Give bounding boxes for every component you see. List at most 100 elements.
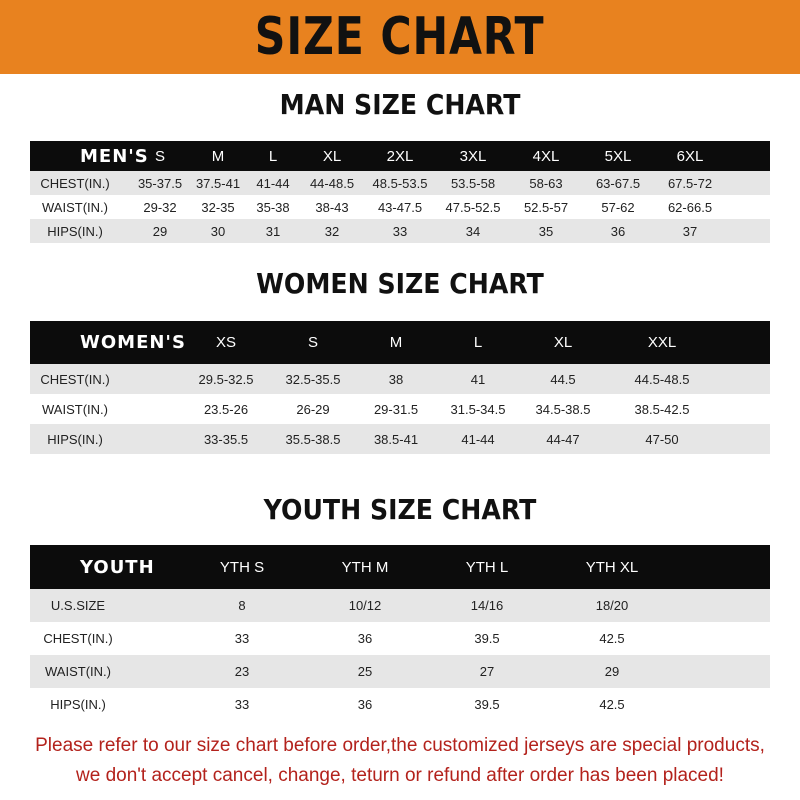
table-cell: 39.5 (474, 697, 500, 712)
table-cell: 2XL (386, 147, 414, 165)
table-cell: 30 (210, 223, 226, 239)
table-cell: 36 (357, 697, 373, 712)
table-cell: 31.5-34.5 (450, 401, 506, 417)
table-cell: 23 (234, 664, 250, 679)
table-cell: 32-35 (201, 199, 235, 215)
table-cell: 26-29 (296, 401, 330, 417)
table-cell: L (268, 147, 278, 165)
table-cell: S (154, 147, 166, 165)
table-cell: 36 (610, 223, 626, 239)
table-header-row: WOMEN'S XS S M L XL XXL (30, 321, 770, 364)
table-cell: 38.5-41 (373, 431, 419, 447)
table-header-row: YOUTH YTH S YTH M YTH L YTH XL (30, 545, 770, 589)
table-cell: 37.5-41 (195, 175, 241, 191)
table-cell: 38 (388, 371, 404, 387)
banner-title: SIZE CHART (255, 7, 545, 67)
table-cell: 4XL (532, 147, 560, 165)
men-chart-title: MAN SIZE CHART (279, 88, 521, 121)
table-cell: M (389, 334, 403, 351)
table-cell: 47.5-52.5 (445, 199, 501, 215)
table-cell: 35 (538, 223, 554, 239)
table-cell: 31 (265, 223, 281, 239)
row-label: CHEST(IN.) (43, 631, 113, 646)
youth-chart-title: YOUTH SIZE CHART (263, 493, 537, 526)
table-cell: 48.5-53.5 (372, 175, 428, 191)
banner: SIZE CHART (0, 0, 800, 74)
table-cell: 32.5-35.5 (285, 371, 341, 387)
table-cell: 29 (604, 664, 620, 679)
women-chart-title: WOMEN SIZE CHART (256, 267, 544, 300)
row-label: HIPS(IN.) (47, 431, 103, 447)
row-label: CHEST(IN.) (40, 371, 110, 387)
table-cell: 47-50 (645, 431, 679, 447)
table-cell: 38.5-42.5 (634, 401, 690, 417)
row-label: WOMEN'S (80, 332, 186, 353)
table-cell: 44-47 (546, 431, 580, 447)
row-label: YOUTH (80, 556, 155, 578)
table-cell: 33 (234, 697, 250, 712)
table-row: HIPS(IN.) 29 30 31 32 33 34 35 36 37 (30, 219, 770, 243)
row-label: WAIST(IN.) (45, 664, 111, 679)
table-cell: YTH XL (585, 558, 639, 576)
table-cell: 3XL (459, 147, 487, 165)
table-row: CHEST(IN.) 29.5-32.5 32.5-35.5 38 41 44.5 44.5… (30, 364, 770, 394)
table-row: WAIST(IN.) 23.5-26 26-29 29-31.5 31.5-34.5 34… (30, 394, 770, 424)
note-line-2: we don't accept cancel, change, teturn o… (76, 765, 724, 786)
table-cell: YTH M (341, 558, 389, 576)
table-cell: XL (553, 334, 573, 351)
table-cell: 6XL (676, 147, 704, 165)
table-row: U.S.SIZE 8 10/12 14/16 18/20 (30, 589, 770, 622)
table-cell: 23.5-26 (203, 401, 249, 417)
table-cell: 32 (324, 223, 340, 239)
row-label: U.S.SIZE (50, 598, 106, 613)
table-cell: M (211, 147, 225, 165)
table-cell: 37 (682, 223, 698, 239)
table-row: CHEST(IN.) 35-37.5 37.5-41 41-44 44-48.5 48.5… (30, 171, 770, 195)
youth-size-table: YOUTH YTH S YTH M YTH L YTH XL U.S.SIZE 8 10/12… (30, 545, 770, 721)
table-cell: 44.5 (550, 371, 576, 387)
table-cell: 36 (357, 631, 373, 646)
table-cell: 35.5-38.5 (285, 431, 341, 447)
row-label: WAIST(IN.) (42, 199, 108, 215)
note-line-1: Please refer to our size chart before or… (35, 735, 765, 756)
table-row: WAIST(IN.) 29-32 32-35 35-38 38-43 43-47.5 47.… (30, 195, 770, 219)
table-cell: 14/16 (470, 598, 504, 613)
table-cell: 67.5-72 (667, 175, 713, 191)
table-cell: S (307, 334, 319, 351)
table-cell: 10/12 (348, 598, 382, 613)
table-cell: 27 (479, 664, 495, 679)
table-cell: 53.5-58 (450, 175, 496, 191)
table-cell: 29-32 (143, 199, 177, 215)
table-cell: 63-67.5 (595, 175, 641, 191)
row-label: HIPS(IN.) (50, 697, 106, 712)
table-cell: 58-63 (529, 175, 563, 191)
table-cell: 43-47.5 (377, 199, 423, 215)
table-row: WAIST(IN.) 23 25 27 29 (30, 655, 770, 688)
table-cell: 35-38 (256, 199, 290, 215)
table-cell: 33 (234, 631, 250, 646)
table-cell: 62-66.5 (667, 199, 713, 215)
table-cell: 38-43 (315, 199, 349, 215)
table-cell: L (473, 334, 483, 351)
table-row: CHEST(IN.) 33 36 39.5 42.5 (30, 622, 770, 655)
table-header-row: MEN'S S M L XL 2XL 3XL 4XL 5XL 6XL (30, 141, 770, 171)
row-label: MEN'S (80, 145, 149, 167)
table-cell: 35-37.5 (137, 175, 183, 191)
row-label: WAIST(IN.) (42, 401, 108, 417)
table-cell: YTH S (219, 558, 265, 576)
men-size-table: MEN'S S M L XL 2XL 3XL 4XL 5XL 6XL CHEST(IN.) 35-37… (30, 141, 770, 243)
table-cell: 41-44 (461, 431, 495, 447)
table-cell: 42.5 (599, 631, 625, 646)
row-label: CHEST(IN.) (40, 175, 110, 191)
table-row: HIPS(IN.) 33 36 39.5 42.5 (30, 688, 770, 721)
table-cell: XS (215, 334, 237, 351)
table-cell: 41-44 (256, 175, 290, 191)
table-cell: 29.5-32.5 (198, 371, 254, 387)
table-cell: YTH L (465, 558, 509, 576)
row-label: HIPS(IN.) (47, 223, 103, 239)
table-cell: 39.5 (474, 631, 500, 646)
table-cell: 42.5 (599, 697, 625, 712)
table-cell: 25 (357, 664, 373, 679)
table-cell: 34 (465, 223, 481, 239)
table-cell: 33-35.5 (203, 431, 249, 447)
